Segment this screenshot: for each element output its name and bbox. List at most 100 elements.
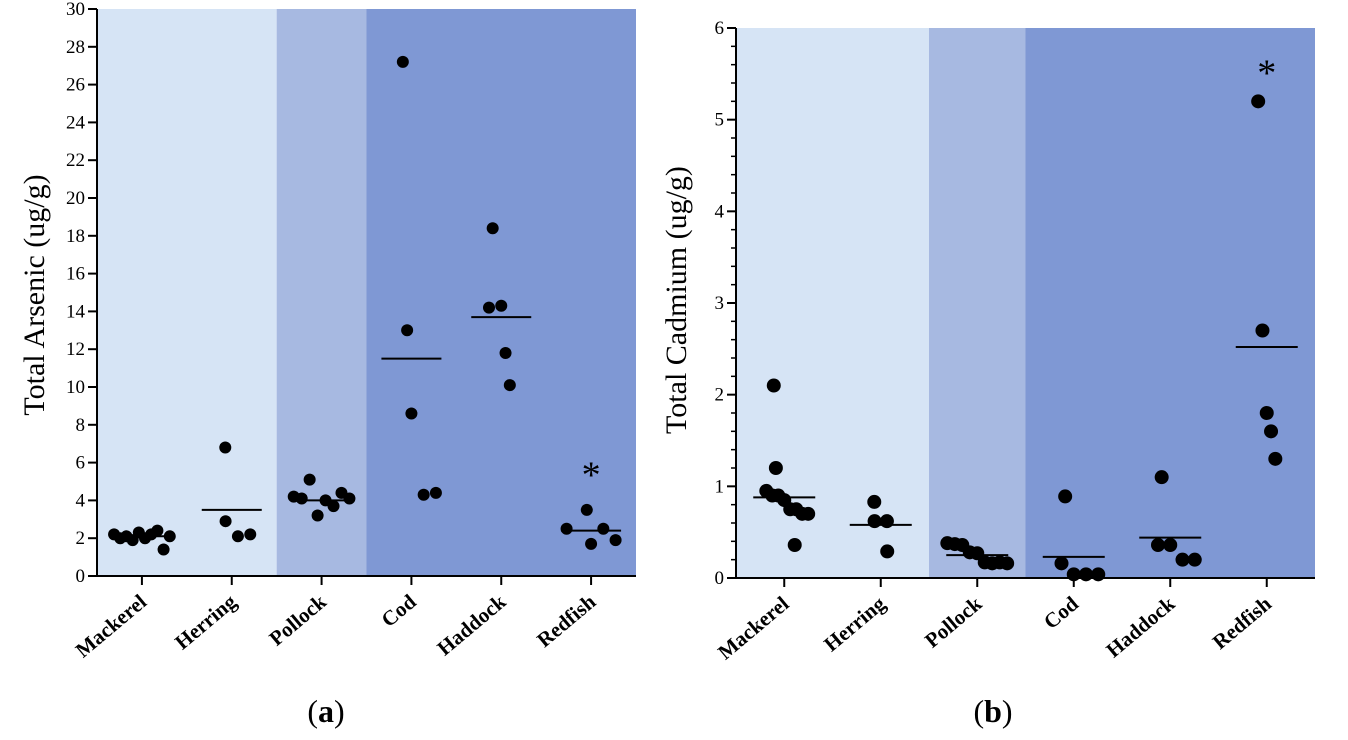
data-point <box>219 441 232 454</box>
x-tick-label: Pollock <box>264 589 331 650</box>
y-tick-label: 14 <box>66 301 86 322</box>
y-tick-label: 12 <box>66 339 85 360</box>
panel-b-chart: 0 1 2 3 4 5 6 Total Cadmium (ug/g) Mackerel Herri… <box>660 18 1315 664</box>
y-axis-title: Total Cadmium (ug/g) <box>660 166 693 434</box>
x-tick-label: Mackerel <box>71 589 151 662</box>
data-point <box>303 473 316 486</box>
background-band <box>366 9 636 576</box>
x-tick-label: Redfish <box>532 589 600 652</box>
y-tick-label: 4 <box>76 490 86 511</box>
data-point <box>1259 406 1274 420</box>
y-tick-label: 10 <box>66 377 85 398</box>
background-band <box>929 28 1026 578</box>
data-point <box>1163 538 1178 552</box>
x-tick-label: Herring <box>819 591 890 656</box>
y-tick-label: 20 <box>66 188 85 209</box>
y-tick-label: 2 <box>715 385 725 406</box>
x-tick-label: Pollock <box>920 591 987 652</box>
significance-asterisk: * <box>582 454 601 496</box>
data-point <box>766 378 781 393</box>
y-tick-label: 26 <box>66 75 85 96</box>
data-point <box>560 522 573 535</box>
x-tick-label: Cod <box>377 589 421 632</box>
data-point <box>401 324 414 337</box>
data-point <box>244 528 257 541</box>
y-tick-label: 28 <box>66 37 85 58</box>
data-point <box>880 544 895 559</box>
data-point <box>609 534 622 547</box>
data-point <box>311 509 324 522</box>
y-tick-label: 0 <box>715 568 725 589</box>
panel-a-label-open: ( <box>307 693 318 729</box>
panel-b-label-close: ) <box>1002 693 1013 729</box>
significance-asterisk: * <box>1257 53 1276 95</box>
data-point <box>1251 94 1266 109</box>
data-point <box>768 461 783 475</box>
data-point <box>231 530 244 543</box>
data-point <box>343 492 356 505</box>
y-tick-label: 3 <box>715 293 725 314</box>
data-point <box>295 492 308 505</box>
y-tick-label: 0 <box>76 566 86 587</box>
y-tick-label: 2 <box>76 528 86 549</box>
panel-a-label-close: ) <box>334 693 345 729</box>
data-point <box>151 524 164 537</box>
y-tick-label: 30 <box>66 0 85 20</box>
data-point <box>486 222 499 235</box>
data-point <box>1187 552 1202 567</box>
data-point <box>801 506 816 521</box>
data-point <box>1151 538 1165 552</box>
panel-b-label: (b) <box>973 693 1012 729</box>
y-axis-title: Total Arsenic (ug/g) <box>18 174 51 415</box>
data-point <box>396 55 409 68</box>
data-point <box>1175 552 1190 567</box>
panel-a-label-letter: a <box>318 693 334 729</box>
data-point <box>157 543 170 556</box>
y-tick-label: 6 <box>76 453 86 474</box>
data-point <box>585 537 598 550</box>
data-point <box>327 500 340 513</box>
panel-b-label-letter: b <box>984 693 1002 729</box>
background-band <box>1025 28 1315 578</box>
x-tick-label: Herring <box>170 589 241 654</box>
data-point <box>867 494 882 509</box>
x-tick-label: Redfish <box>1208 591 1276 654</box>
background-band <box>276 9 367 576</box>
data-point <box>499 346 512 359</box>
x-tick-label: Haddock <box>432 589 510 660</box>
data-point <box>1058 489 1073 504</box>
data-point <box>1066 567 1081 582</box>
data-point <box>580 503 593 516</box>
data-point <box>503 379 516 392</box>
background-band <box>97 9 277 576</box>
y-tick-label: 5 <box>715 110 725 131</box>
data-point <box>1264 424 1279 439</box>
y-tick-label: 1 <box>715 476 725 497</box>
data-point <box>219 515 232 528</box>
y-tick-label: 18 <box>66 226 85 247</box>
data-point <box>495 299 508 312</box>
data-point <box>1079 567 1093 582</box>
data-point <box>417 488 430 501</box>
data-point <box>867 514 882 529</box>
y-tick-label: 4 <box>715 201 725 222</box>
panel-a-label: (a) <box>307 693 344 729</box>
data-point <box>787 538 802 552</box>
panel-b-label-open: ( <box>973 693 984 729</box>
x-tick-label: Mackerel <box>713 591 793 664</box>
data-point <box>1154 470 1169 485</box>
y-tick-label: 16 <box>66 264 85 285</box>
data-point <box>597 522 610 535</box>
x-tick-label: Haddock <box>1101 591 1179 662</box>
data-point <box>1255 323 1270 338</box>
y-tick-label: 8 <box>76 415 86 436</box>
x-tick-label: Cod <box>1039 591 1083 634</box>
y-tick-label: 22 <box>66 150 85 171</box>
data-point <box>1091 567 1106 582</box>
data-point <box>1054 556 1069 571</box>
y-tick-label: 6 <box>715 18 725 39</box>
data-point <box>483 301 495 314</box>
data-point <box>405 407 418 420</box>
